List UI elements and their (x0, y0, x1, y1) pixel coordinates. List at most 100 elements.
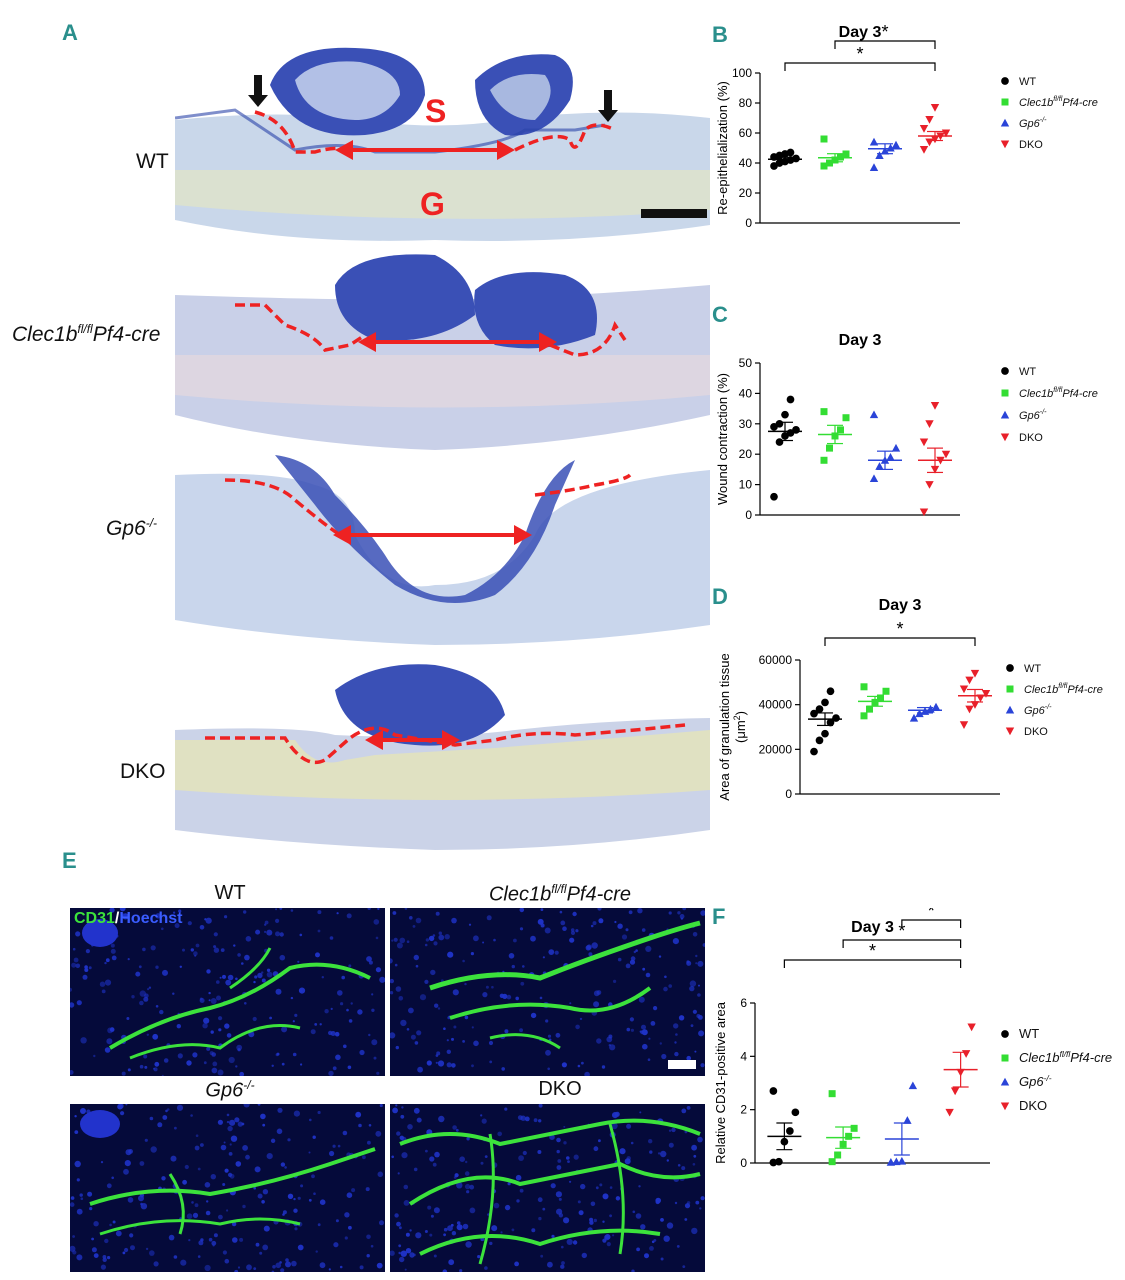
legend-marker-0 (1001, 1030, 1009, 1038)
point-C-2-5 (869, 410, 879, 419)
point-F-1-3 (845, 1132, 853, 1140)
point-F-0-5 (769, 1087, 778, 1095)
point-D-0-7 (821, 698, 829, 707)
fluor-label-dko: DKO (538, 1078, 582, 1100)
legend-label-1: Clec1bfl/flPf4-cre (1019, 95, 1098, 109)
micrograph-dko (175, 660, 710, 850)
point-F-1-5 (828, 1090, 836, 1098)
chart-title-D: Day 3 (879, 597, 922, 614)
sig-star-B-0: * (856, 44, 863, 64)
point-D-2-4 (931, 702, 941, 711)
legend-marker-3 (1000, 1102, 1010, 1111)
sig-bracket-B-1 (834, 40, 936, 49)
y-tick-label-C-1: 10 (739, 478, 753, 492)
point-F-1-4 (850, 1124, 858, 1132)
y-tick-label-F-3: 6 (740, 996, 747, 1010)
sig-star-D-0: * (896, 619, 903, 639)
point-D-1-5 (860, 683, 868, 691)
point-C-2-3 (886, 453, 895, 461)
chart-reepithelialization: Day 3 0 20 40 60 80 100 Re-epithelialization (%… (705, 15, 1125, 240)
panel-label-d: D (712, 584, 728, 609)
legend-marker-3 (1000, 433, 1010, 442)
micrograph-clec1b (175, 245, 710, 455)
point-D-0-3 (826, 718, 835, 727)
fluor-tile-wt: CD31/Hoechst (70, 908, 385, 1076)
point-D-0-6 (815, 705, 824, 713)
legend-marker-2 (1000, 118, 1010, 127)
point-C-2-0 (869, 474, 879, 483)
point-C-0-0 (770, 492, 778, 501)
point-C-3-1 (925, 481, 934, 489)
sig-bracket-F-1 (842, 939, 962, 948)
point-C-1-4 (842, 414, 850, 422)
y-tick-label-C-2: 20 (739, 447, 753, 461)
point-B-0-8 (786, 148, 795, 157)
y-tick-label-B-3: 60 (739, 126, 753, 140)
legend-label-3: DKO (1019, 432, 1043, 444)
sig-bracket-F-2 (901, 919, 962, 928)
chart-title-B: Day 3 (839, 24, 882, 41)
y-tick-label-B-0: 0 (745, 216, 752, 230)
point-F-3-0 (945, 1108, 954, 1117)
y-label-C: Wound contraction (%) (715, 373, 730, 505)
y-tick-label-D-0: 0 (785, 787, 792, 801)
legend-marker-1 (1001, 1054, 1009, 1062)
point-C-0-7 (781, 410, 789, 419)
y-unit-D: (μm2) (732, 711, 748, 743)
row-label-gp6: Gp6-/- (106, 516, 158, 540)
sig-bracket-F-0 (783, 959, 962, 968)
point-B-1-1 (826, 159, 833, 167)
legend-label-0: WT (1019, 366, 1036, 378)
point-D-3-6 (965, 676, 974, 685)
point-F-1-0 (828, 1158, 836, 1166)
panel-label-e: E (62, 848, 77, 873)
point-D-1-1 (866, 705, 873, 713)
fluor-tile-gp6 (70, 1104, 385, 1272)
point-B-3-1 (925, 138, 934, 147)
point-D-0-0 (810, 747, 818, 756)
point-B-2-0 (869, 163, 879, 171)
point-D-3-4 (981, 690, 991, 698)
point-F-0-1 (775, 1157, 783, 1166)
legend-marker-1 (1001, 98, 1009, 106)
chart-granulation-area: Day 3 0 20000 40000 60000 Area of granulation… (705, 590, 1125, 820)
y-tick-label-B-1: 20 (739, 186, 753, 200)
sig-star-B-1: * (881, 22, 888, 42)
point-B-3-4 (941, 129, 951, 138)
point-D-3-1 (965, 705, 974, 714)
legend-label-3: DKO (1024, 726, 1048, 738)
point-C-3-6 (925, 420, 934, 428)
point-B-1-4 (842, 150, 850, 158)
y-tick-label-C-4: 40 (739, 386, 753, 400)
legend-label-2: Gp6-/- (1019, 116, 1047, 130)
point-D-2-0 (909, 713, 919, 722)
legend-label-1: Clec1bfl/flPf4-cre (1024, 682, 1103, 696)
point-B-3-0 (919, 146, 929, 154)
point-C-3-7 (930, 402, 940, 410)
legend-marker-1 (1001, 389, 1009, 397)
row-label-wt: WT (136, 150, 169, 173)
marker-s: S (425, 93, 446, 129)
point-C-3-5 (919, 438, 929, 447)
point-D-3-0 (959, 721, 969, 729)
panel-label-f: F (712, 904, 726, 929)
legend-label-3: DKO (1019, 1098, 1047, 1113)
point-D-0-2 (821, 729, 829, 738)
point-F-2-3 (903, 1116, 912, 1124)
y-tick-label-B-4: 80 (739, 96, 753, 110)
legend-marker-2 (1005, 705, 1015, 714)
y-tick-label-D-2: 40000 (759, 698, 793, 712)
sig-bracket-D-0 (824, 637, 976, 646)
y-tick-label-D-3: 60000 (759, 653, 793, 667)
point-F-2-4 (908, 1081, 918, 1090)
y-label-D: Area of granulation tissue (717, 653, 732, 800)
point-D-1-0 (860, 712, 868, 720)
y-label-F: Relative CD31-positive area (713, 1001, 728, 1164)
point-B-3-7 (930, 104, 940, 112)
legend-label-1: Clec1bfl/flPf4-cre (1019, 386, 1098, 400)
point-F-3-1 (950, 1087, 960, 1096)
sig-star-F-1: * (898, 921, 905, 941)
point-C-3-0 (919, 508, 929, 517)
point-C-0-6 (775, 419, 784, 428)
micrograph-wt: S G (175, 40, 710, 245)
